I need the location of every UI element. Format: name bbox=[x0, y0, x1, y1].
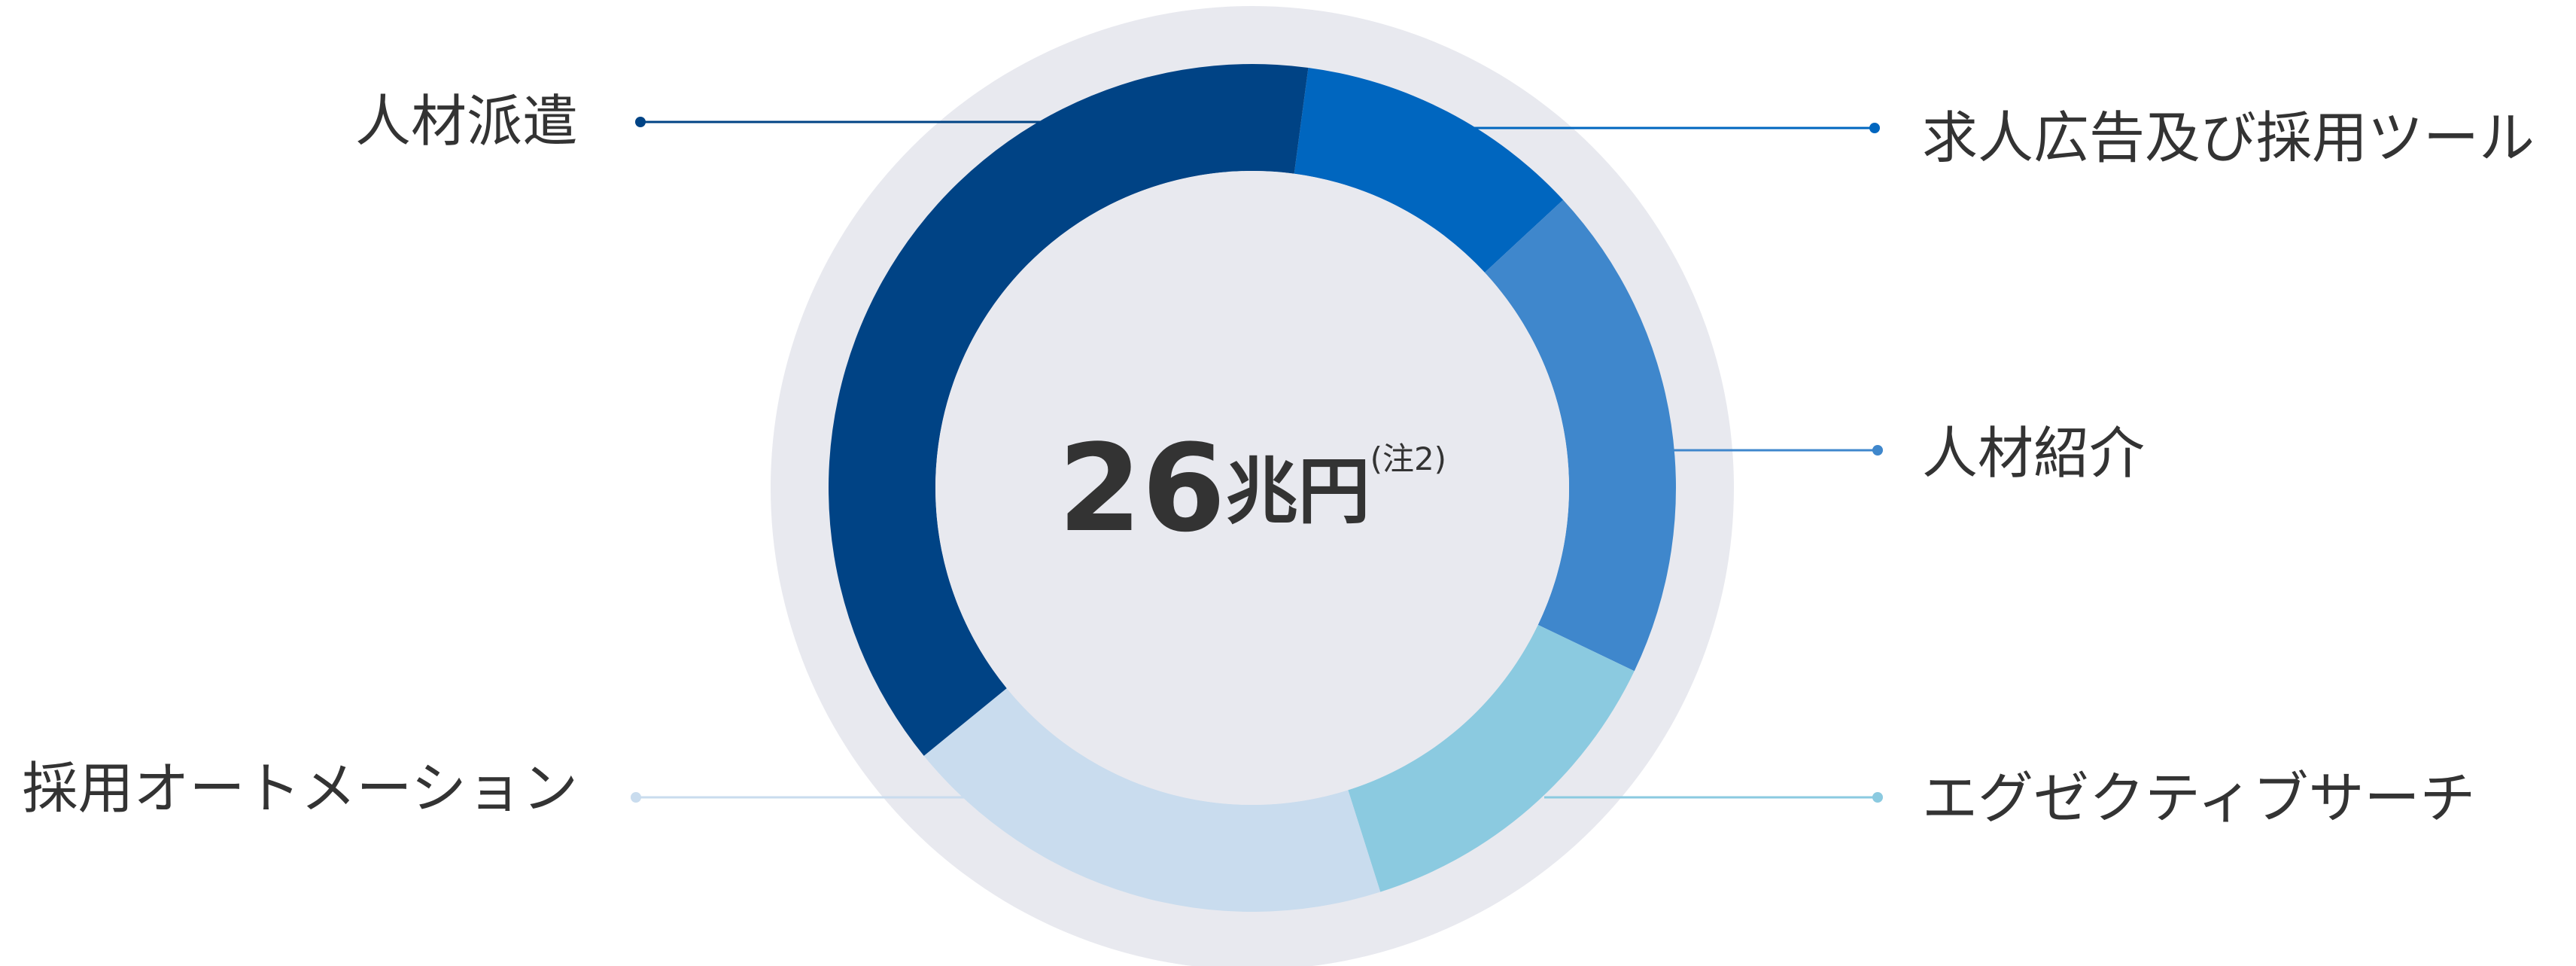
center-total: 26兆円(注2) bbox=[1058, 418, 1446, 559]
category-label: エグゼクティブサーチ bbox=[1922, 766, 2476, 831]
donut-segment bbox=[1484, 200, 1676, 672]
donut-segment bbox=[923, 688, 1381, 913]
category-label: 求人広告及び採用ツール bbox=[1922, 106, 2535, 171]
note: (注2) bbox=[1370, 440, 1447, 477]
donut-segment bbox=[1348, 624, 1635, 892]
leader-dot bbox=[1872, 792, 1883, 803]
category-label: 人材紹介 bbox=[1922, 422, 2145, 486]
total-value: 26 bbox=[1058, 418, 1226, 559]
leader-dot bbox=[1872, 445, 1883, 456]
donut-segment bbox=[1294, 67, 1564, 273]
donut-segment bbox=[829, 63, 1309, 756]
inner-circle bbox=[935, 171, 1569, 805]
leader-dot bbox=[631, 792, 641, 803]
category-label: 人材派遣 bbox=[355, 90, 578, 154]
category-label: 採用オートメーション bbox=[22, 757, 578, 821]
leader-dot bbox=[635, 117, 646, 127]
total-unit: 兆円 bbox=[1226, 449, 1370, 534]
leader-dot bbox=[1869, 123, 1880, 133]
